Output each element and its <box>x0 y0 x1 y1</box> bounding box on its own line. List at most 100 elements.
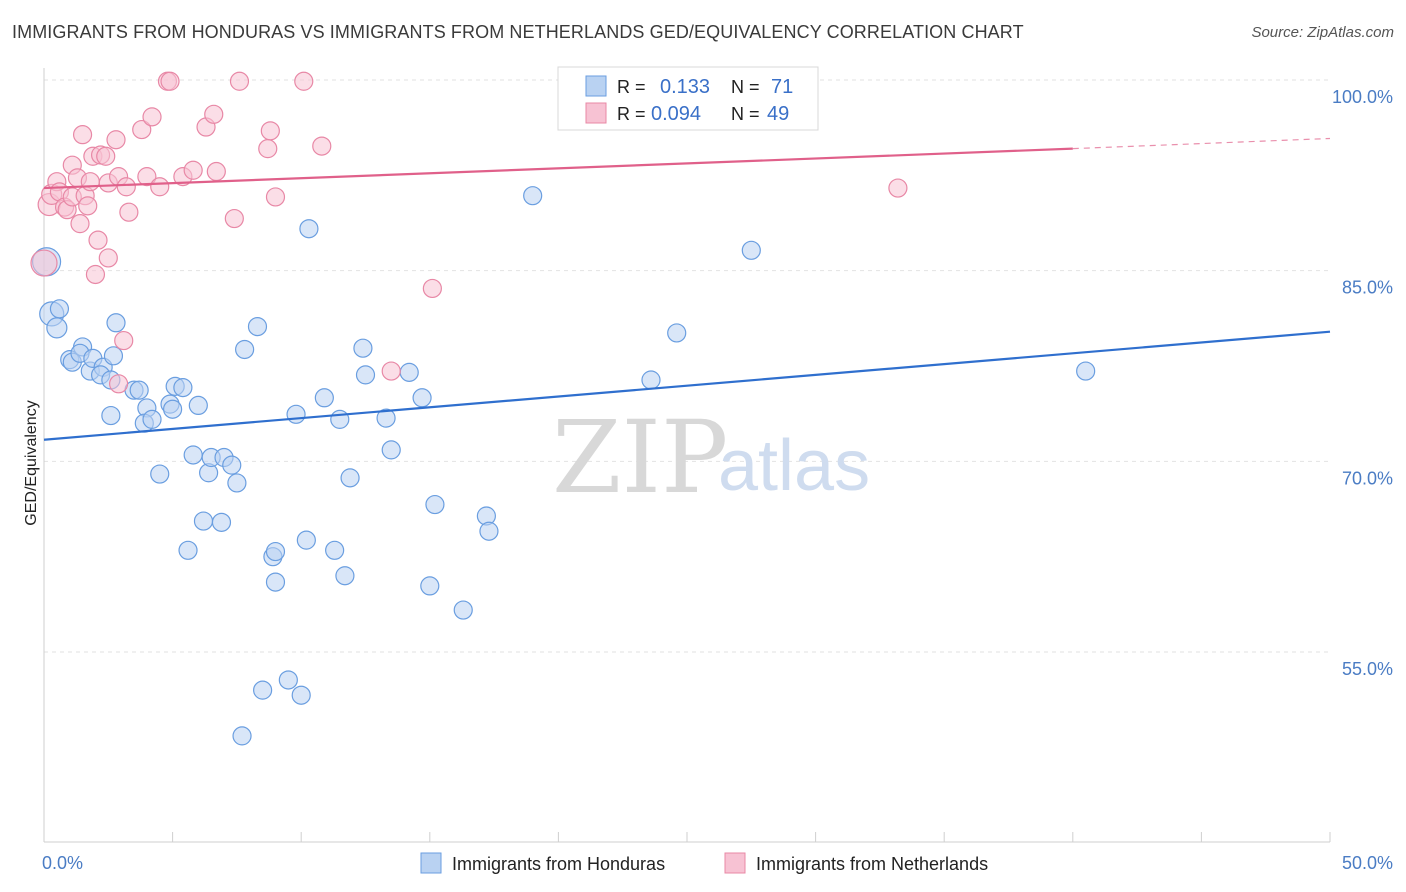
netherlands-point-18 <box>96 146 116 166</box>
netherlands-point-42 <box>294 71 314 91</box>
trend-lines <box>43 137 1331 441</box>
legend-swatch-honduras <box>585 75 607 97</box>
honduras-point-40 <box>265 572 286 592</box>
legend-n-label-1: N = <box>731 77 760 97</box>
netherlands-point-46 <box>888 178 908 198</box>
honduras-point-3 <box>46 317 68 339</box>
legend-n-label-2: N = <box>731 104 760 124</box>
honduras-point-33 <box>235 339 255 360</box>
legend-r-value-2: 0.094 <box>651 103 701 125</box>
honduras-point-41 <box>286 404 306 424</box>
y-axis-title: GED/Equivalency <box>23 400 40 525</box>
bottom-legend-swatch-netherlands <box>724 852 746 874</box>
honduras-point-54 <box>412 388 432 408</box>
honduras-point-37 <box>211 512 232 532</box>
bottom-legend-label-netherlands: Immigrants from Netherlands <box>756 854 988 874</box>
honduras-point-14 <box>106 313 126 333</box>
honduras-point-36 <box>193 511 214 531</box>
honduras-point-59 <box>479 521 499 541</box>
legend-r-value-1: 0.133 <box>660 76 710 98</box>
watermark: ZIP atlas <box>552 399 870 516</box>
netherlands-point-33 <box>183 160 203 180</box>
honduras-point-67 <box>253 680 273 700</box>
watermark-atlas: atlas <box>718 426 870 506</box>
bottom-legend-label-honduras: Immigrants from Honduras <box>452 854 665 874</box>
honduras-point-31 <box>222 455 242 475</box>
y-tick-label-0: 100.0% <box>1332 87 1393 107</box>
netherlands-point-26 <box>132 119 152 140</box>
netherlands-point-40 <box>260 121 280 141</box>
netherlands-point-23 <box>114 330 134 351</box>
netherlands-trend-line <box>43 147 1073 190</box>
legend-n-value-1: 71 <box>771 76 793 98</box>
x-tick-label-0: 0.0% <box>42 853 83 873</box>
honduras-point-47 <box>335 566 355 586</box>
honduras-point-15 <box>101 405 121 426</box>
honduras-point-20 <box>142 409 162 429</box>
legend-swatch-netherlands <box>585 102 607 124</box>
honduras-point-55 <box>420 576 440 596</box>
watermark-zip: ZIP <box>552 399 728 516</box>
netherlands-point-16 <box>88 230 108 250</box>
data-points <box>30 71 1096 746</box>
netherlands-trend-extension <box>1072 137 1331 150</box>
netherlands-point-20 <box>98 248 118 268</box>
netherlands-point-36 <box>206 161 226 182</box>
netherlands-point-44 <box>381 361 401 381</box>
honduras-point-26 <box>150 464 170 484</box>
x-tick-labels: 0.0% 50.0% <box>42 853 1393 873</box>
netherlands-point-38 <box>229 71 250 91</box>
source-note: Source: ZipAtlas.com <box>1251 24 1394 41</box>
honduras-point-66 <box>1076 361 1096 381</box>
netherlands-point-35 <box>204 104 224 124</box>
honduras-point-39 <box>265 541 286 562</box>
honduras-point-69 <box>291 685 311 705</box>
honduras-point-46 <box>330 409 350 429</box>
honduras-point-13 <box>103 346 124 366</box>
y-tick-labels: 100.0% 85.0% 70.0% 55.0% <box>1332 87 1393 679</box>
honduras-point-49 <box>353 338 373 358</box>
honduras-point-61 <box>641 370 661 390</box>
honduras-point-32 <box>227 473 247 493</box>
netherlands-point-24 <box>116 177 136 197</box>
honduras-point-64 <box>741 240 761 260</box>
netherlands-point-28 <box>142 107 162 127</box>
legend-n-value-2: 49 <box>767 103 789 125</box>
honduras-point-62 <box>667 323 687 343</box>
honduras-point-17 <box>129 380 149 400</box>
netherlands-point-21 <box>106 130 126 150</box>
honduras-point-23 <box>163 399 183 419</box>
netherlands-point-11 <box>72 125 93 145</box>
netherlands-point-39 <box>258 139 278 159</box>
honduras-point-50 <box>355 365 376 385</box>
honduras-point-42 <box>296 530 316 550</box>
netherlands-point-27 <box>137 167 157 187</box>
honduras-point-25 <box>188 395 208 416</box>
honduras-point-52 <box>381 440 401 460</box>
netherlands-point-15 <box>85 264 106 285</box>
honduras-point-45 <box>325 540 345 560</box>
chart-title: IMMIGRANTS FROM HONDURAS VS IMMIGRANTS F… <box>12 22 1024 42</box>
honduras-point-35 <box>178 540 198 560</box>
honduras-point-68 <box>278 670 298 690</box>
netherlands-point-43 <box>312 136 332 156</box>
honduras-point-51 <box>376 408 396 428</box>
stats-legend: R = 0.133 N = 71 R = 0.094 N = 49 <box>557 66 819 131</box>
y-tick-label-1: 85.0% <box>1342 278 1393 298</box>
netherlands-point-10 <box>70 214 90 234</box>
honduras-point-24 <box>173 378 193 398</box>
netherlands-point-47 <box>108 374 129 394</box>
y-tick-label-2: 70.0% <box>1342 468 1393 488</box>
honduras-point-70 <box>232 726 252 746</box>
honduras-point-53 <box>399 362 419 382</box>
honduras-point-2 <box>49 299 70 319</box>
honduras-point-56 <box>425 494 445 515</box>
honduras-point-27 <box>183 445 203 465</box>
netherlands-point-48 <box>78 196 98 216</box>
series-legend: Immigrants from Honduras Immigrants from… <box>420 852 988 874</box>
honduras-trend-line <box>43 330 1331 441</box>
honduras-point-34 <box>247 316 268 337</box>
netherlands-point-45 <box>422 278 442 299</box>
bottom-legend-swatch-honduras <box>420 852 442 874</box>
x-tick-label-1: 50.0% <box>1342 853 1393 873</box>
